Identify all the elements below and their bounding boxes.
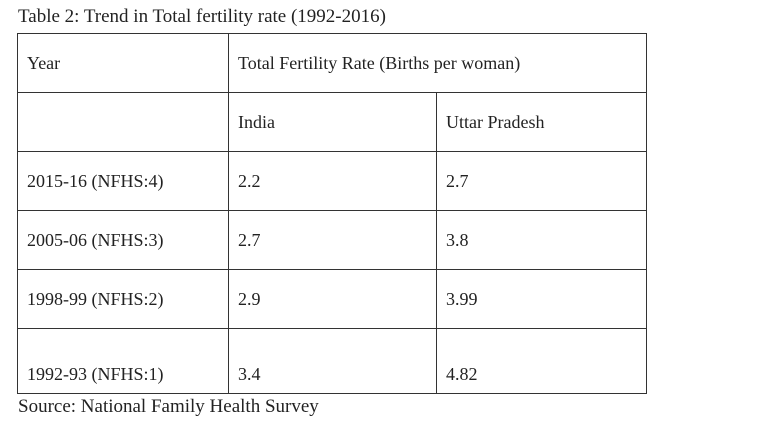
uttar-pradesh-value-cell: 3.99 (436, 269, 647, 329)
subheader-uttar-pradesh-cell: Uttar Pradesh (436, 92, 647, 152)
india-value-cell: 2.9 (228, 269, 437, 329)
india-value-cell: 2.7 (228, 210, 437, 270)
source-note: Source: National Family Health Survey (18, 396, 319, 417)
year-cell: 1998-99 (NFHS:2) (17, 269, 229, 329)
table-header-row: Year Total Fertility Rate (Births per wo… (17, 33, 647, 93)
year-cell: 2015-16 (NFHS:4) (17, 151, 229, 211)
uttar-pradesh-value-cell: 3.8 (436, 210, 647, 270)
table-row: 1992-93 (NFHS:1) 3.4 4.82 (17, 328, 647, 394)
subheader-india-cell: India (228, 92, 437, 152)
table-subheader-row: India Uttar Pradesh (17, 92, 647, 152)
table-row: 2015-16 (NFHS:4) 2.2 2.7 (17, 151, 647, 211)
india-value-cell: 3.4 (228, 328, 437, 394)
uttar-pradesh-value-cell: 4.82 (436, 328, 647, 394)
subheader-blank-cell (17, 92, 229, 152)
table-row: 1998-99 (NFHS:2) 2.9 3.99 (17, 269, 647, 329)
uttar-pradesh-value-cell: 2.7 (436, 151, 647, 211)
fertility-rate-table: Year Total Fertility Rate (Births per wo… (17, 33, 647, 394)
india-value-cell: 2.2 (228, 151, 437, 211)
year-cell: 1992-93 (NFHS:1) (17, 328, 229, 394)
table-row: 2005-06 (NFHS:3) 2.7 3.8 (17, 210, 647, 270)
header-fertility-rate-cell: Total Fertility Rate (Births per woman) (228, 33, 647, 93)
header-year-cell: Year (17, 33, 229, 93)
table-caption: Table 2: Trend in Total fertility rate (… (18, 6, 386, 27)
year-cell: 2005-06 (NFHS:3) (17, 210, 229, 270)
